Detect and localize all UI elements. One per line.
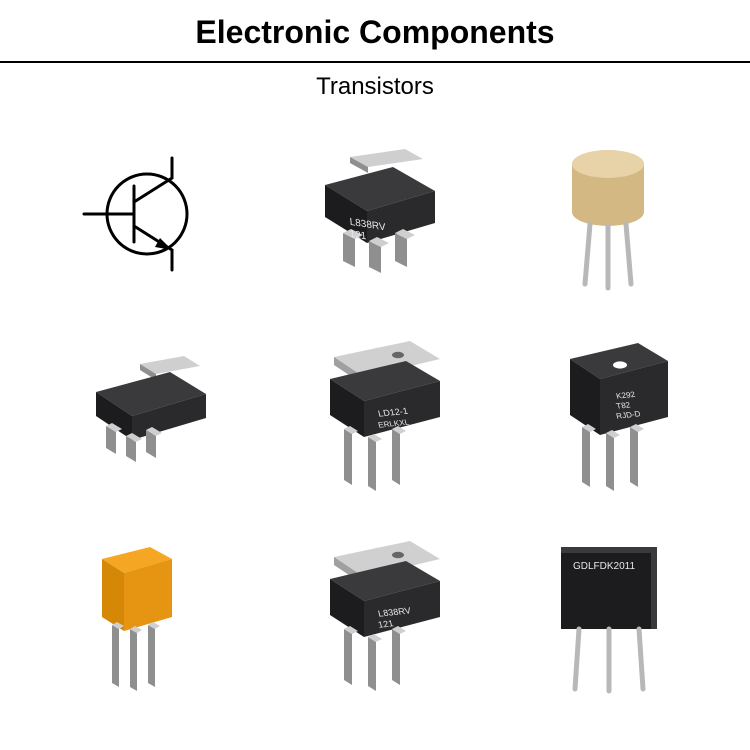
cell-to220-b: L838RV 121 [263,519,486,709]
cell-dpak: L838RV 121 [263,119,486,309]
cell-to39-can [497,119,720,309]
cell-schematic-symbol [30,119,253,309]
to126-label-2: T82 [616,400,633,410]
component-grid: L838RV 121 [0,119,750,709]
flat-label-1: GDLFDK2011 [573,561,636,572]
sot223-icon [62,344,222,484]
to220b-label-2: 121 [377,618,394,629]
orange-rect-icon [72,529,212,699]
to220-a-icon: LD12-1 ERLKXL [290,329,460,499]
header: Electronic Components [0,0,750,61]
transistor-symbol-icon [72,144,212,284]
cell-to126: K292 T82 RJD-D [497,319,720,509]
to39-can-icon [543,134,673,294]
to220-b-icon: L838RV 121 [290,529,460,699]
cell-to220-a: LD12-1 ERLKXL [263,319,486,509]
cell-sot223 [30,319,253,509]
flat-package-icon: GDLFDK2011 [533,529,683,699]
page-subtitle: Transistors [0,63,750,119]
to126-icon: K292 T82 RJD-D [528,329,688,499]
page-title: Electronic Components [0,14,750,51]
dpak-transistor-icon: L838RV 121 [295,139,455,289]
cell-flat-package: GDLFDK2011 [497,519,720,709]
to220a-label-2: ERLKXL [377,418,410,430]
cell-orange-rect [30,519,253,709]
